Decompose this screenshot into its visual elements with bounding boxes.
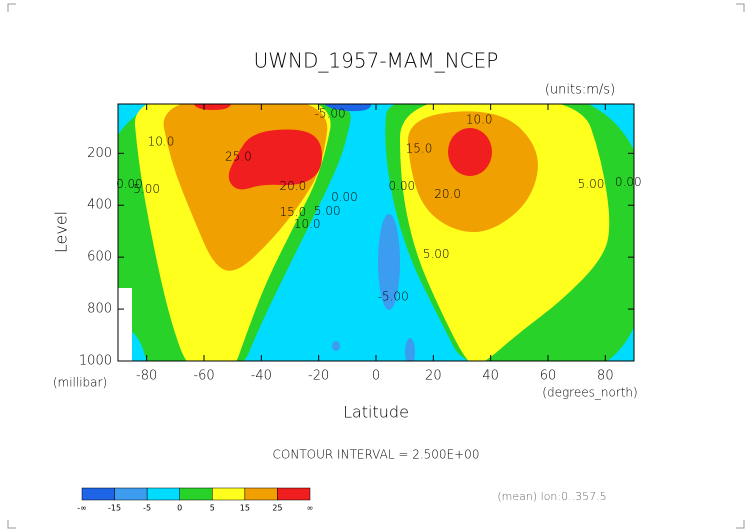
contour-label: 20.0 — [280, 179, 307, 193]
y-tick-label: 600 — [87, 250, 112, 265]
contour-label: 5.00 — [578, 177, 605, 191]
contour-label: 0.00 — [388, 179, 415, 193]
contour-region — [324, 104, 372, 112]
contour-label: 0.00 — [116, 177, 143, 191]
contour-label: 10.0 — [148, 135, 175, 149]
contour-label: 5.00 — [314, 204, 341, 218]
contour-label: 15.0 — [406, 142, 433, 156]
x-tick-label: 0 — [372, 369, 380, 384]
contour-region — [332, 341, 340, 351]
units-label: (units:m/s) — [545, 83, 615, 98]
contour-region — [194, 104, 231, 110]
contour-label: 0.00 — [331, 190, 358, 204]
contour-region — [405, 338, 415, 361]
x-tick-label: -40 — [251, 369, 272, 384]
colorbar-label: 25 — [272, 504, 282, 513]
y-tick-label: 800 — [87, 302, 112, 317]
contour-interval: CONTOUR INTERVAL = 2.500E+00 — [273, 448, 480, 462]
x-tick-label: 60 — [540, 369, 557, 384]
x-axis-label: Latitude — [343, 403, 409, 422]
x-tick-label: 80 — [597, 369, 614, 384]
colorbar-swatch — [179, 487, 213, 501]
colorbar-swatch — [81, 487, 115, 501]
colorbar-label: 5 — [210, 504, 215, 513]
y-tick-label: 1000 — [79, 354, 112, 369]
x-tick-label: 40 — [482, 369, 499, 384]
colorbar-swatch — [146, 487, 180, 501]
contour-label: 25.0 — [225, 150, 252, 164]
colorbar-swatch — [114, 487, 148, 501]
chart-title: UWND_1957-MAM_NCEP — [254, 49, 499, 73]
contour-region — [378, 214, 400, 310]
contour-region — [448, 128, 492, 176]
y-axis-label: Level — [52, 211, 71, 253]
contour-label: 0.00 — [615, 175, 642, 189]
contour-label: 10.0 — [294, 217, 321, 231]
colorbar-label: ∞ — [307, 504, 314, 513]
x-tick-label: -20 — [308, 369, 329, 384]
contour-label: -5.00 — [378, 289, 409, 303]
x-units-label: (degrees_north) — [542, 386, 637, 400]
contour-label: 20.0 — [434, 187, 461, 201]
contour-label: -5.00 — [315, 107, 346, 121]
colorbar-label: -15 — [108, 504, 121, 513]
footnote: (mean) lon:0..357.5 — [497, 490, 606, 503]
colorbar-swatch — [244, 487, 278, 501]
contour-label: 15.0 — [280, 205, 307, 219]
page-corners — [7, 3, 745, 529]
x-tick-label: 20 — [425, 369, 442, 384]
colorbar-label: 0 — [177, 504, 182, 513]
x-tick-label: -80 — [136, 369, 157, 384]
colorbar-label: -∞ — [77, 504, 87, 513]
contour-label: 5.00 — [133, 182, 160, 196]
colorbar-label: 15 — [240, 504, 250, 513]
y-tick-label: 200 — [87, 146, 112, 161]
colorbar-swatch — [212, 487, 246, 501]
y-tick-label: 400 — [87, 198, 112, 213]
contour-label: 5.00 — [423, 247, 450, 261]
x-tick-label: -60 — [193, 369, 214, 384]
contour-fill — [118, 104, 634, 361]
missing-data — [118, 288, 132, 361]
contour-label: 10.0 — [466, 113, 493, 127]
contour-region — [228, 129, 322, 190]
colorbar-swatch — [277, 487, 311, 501]
colorbar-label: -5 — [143, 504, 151, 513]
y-units-label: (millibar) — [53, 376, 107, 390]
